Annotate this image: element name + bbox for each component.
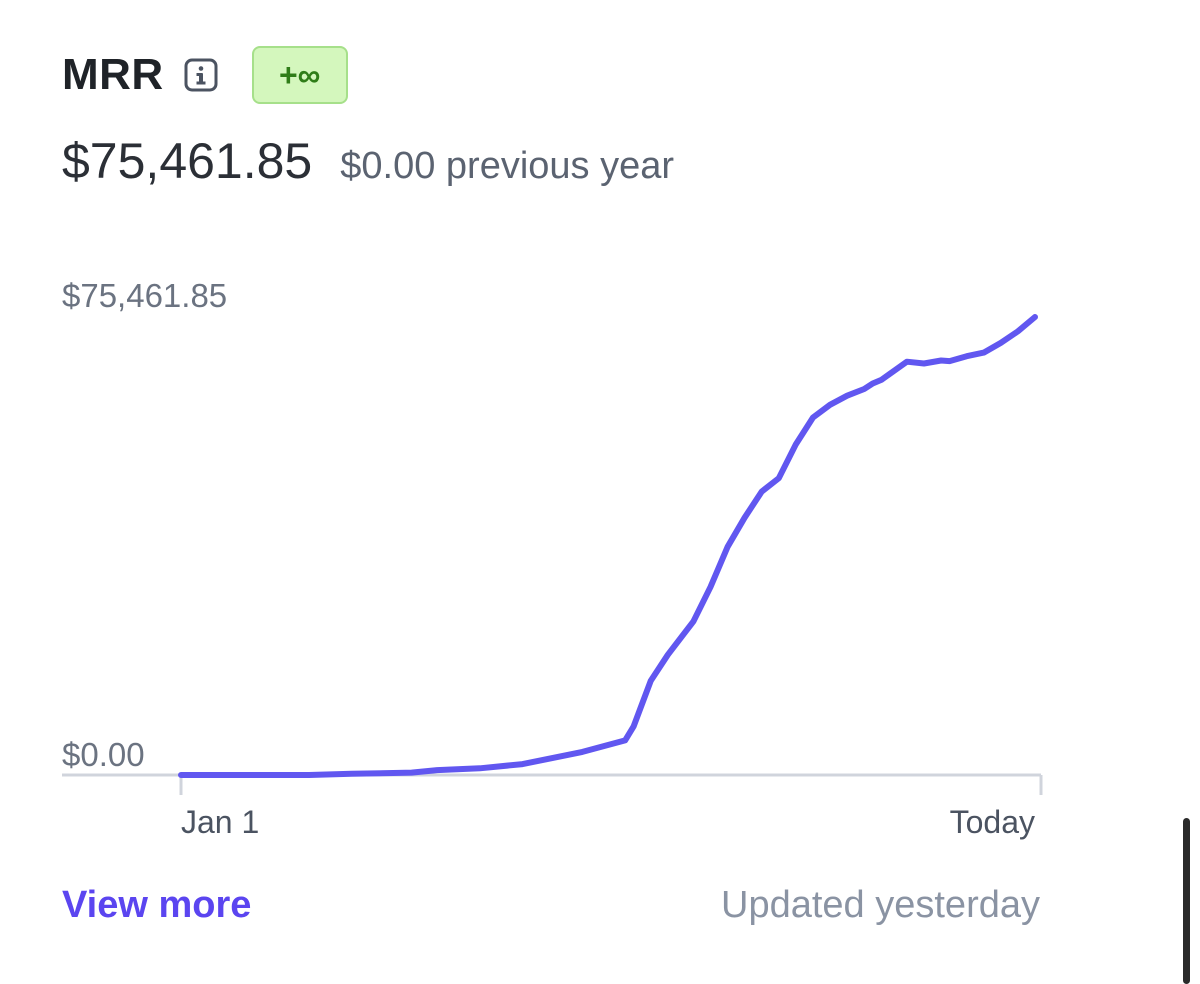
change-badge: +∞ xyxy=(251,46,348,104)
x-tick-label-start: Jan 1 xyxy=(181,804,259,840)
view-more-link[interactable]: View more xyxy=(62,884,252,926)
x-tick-label-end: Today xyxy=(950,804,1035,840)
updated-status: Updated yesterday xyxy=(721,884,1040,926)
series-line-mrr xyxy=(178,314,1038,778)
scrollbar[interactable] xyxy=(1183,818,1190,984)
value-row: $75,461.85 $0.00 previous year xyxy=(62,132,674,190)
y-tick-label-min: $0.00 xyxy=(62,736,145,773)
current-value: $75,461.85 xyxy=(62,133,313,189)
previous-value: $0.00 previous year xyxy=(340,145,675,187)
metric-title: MRR xyxy=(62,50,164,99)
card-header: MRR +∞ xyxy=(62,44,348,106)
change-badge-label: +∞ xyxy=(278,56,321,93)
mrr-line-chart: $75,461.85 $0.00 Jan 1 Today xyxy=(62,277,1043,840)
mrr-chart: $75,461.85 $0.00 Jan 1 Today xyxy=(0,260,1200,860)
y-tick-label-max: $75,461.85 xyxy=(62,277,227,314)
card-footer: View more Updated yesterday xyxy=(62,884,1040,927)
info-icon[interactable] xyxy=(184,58,218,92)
